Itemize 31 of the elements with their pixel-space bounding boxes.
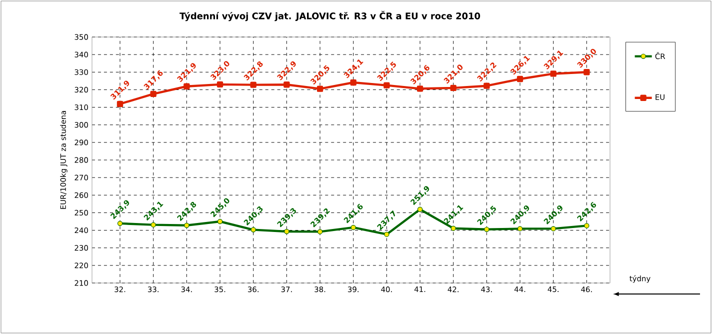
point [550,70,556,77]
point [250,82,256,88]
point [584,223,590,228]
point [350,224,356,230]
point [184,222,190,228]
point [184,83,190,90]
point [117,220,123,226]
point [417,206,423,212]
point [317,229,323,234]
point [217,218,223,224]
point [450,226,456,231]
point [150,90,156,98]
point [416,86,424,92]
point [450,84,456,92]
point [484,226,490,232]
point [284,82,290,88]
point [284,228,290,234]
point [384,232,390,237]
chart-title: Týdenní vývoj CZV jat. JALOVIC tř. R3 v ČR a EU v roce 2010 [180,10,480,22]
point [384,82,390,88]
point [316,86,324,92]
point [116,100,124,108]
point [550,226,556,232]
point [516,76,524,82]
point [350,79,356,86]
point [250,227,256,232]
point [584,69,590,76]
point [216,81,224,88]
point [150,222,156,228]
point [517,226,523,232]
point [484,82,490,89]
